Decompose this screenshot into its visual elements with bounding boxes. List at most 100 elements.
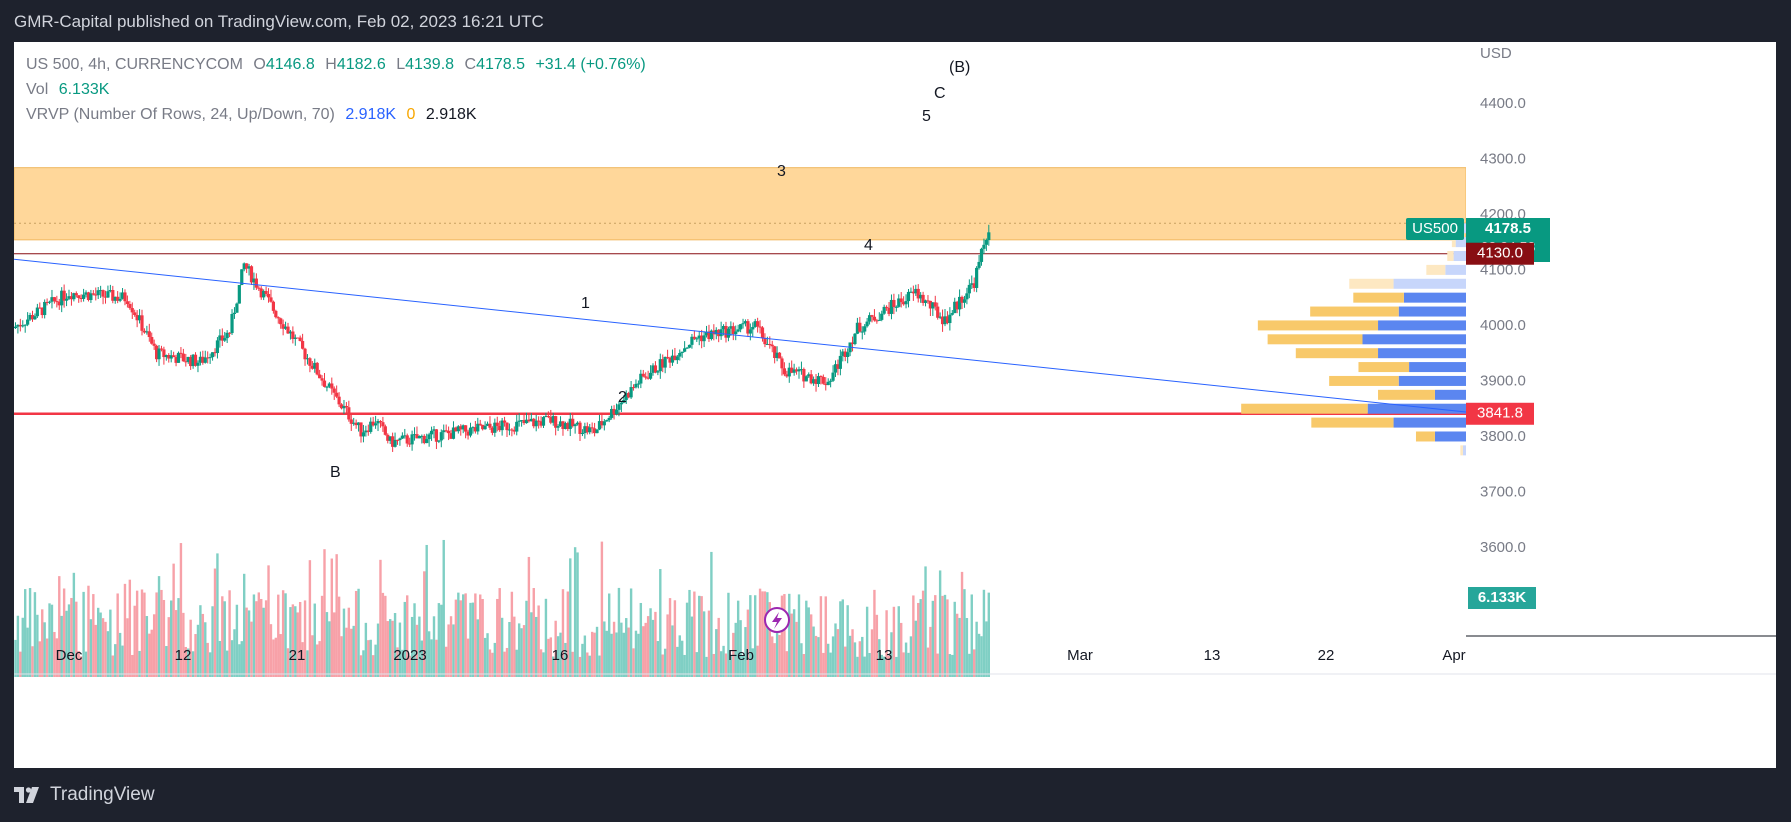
candle-body — [838, 355, 842, 369]
volume-bar — [101, 618, 105, 677]
volume-bar — [228, 590, 231, 677]
candle-body — [850, 342, 855, 345]
price-chart[interactable]: (B)C53412BUSD4400.04300.04200.04100.0400… — [14, 42, 1776, 768]
candle-body — [193, 354, 198, 366]
candle-body — [889, 299, 894, 314]
volume-bar — [257, 592, 260, 677]
candle-body — [118, 298, 122, 301]
legend-volume-row[interactable]: Vol 6.133K — [26, 77, 646, 102]
volume-bar — [500, 617, 504, 677]
volume-bar — [43, 622, 46, 677]
volume-bar — [131, 654, 134, 677]
volume-bar — [36, 614, 39, 677]
volume-bar — [513, 616, 516, 677]
volume-bar — [946, 599, 949, 677]
candle-body — [502, 420, 507, 423]
candle-body — [447, 430, 451, 434]
candle-body — [191, 354, 195, 367]
time-tick-label: Dec — [56, 647, 83, 664]
volume-bar — [612, 621, 616, 677]
volume-profile-up-bar — [1378, 389, 1435, 400]
candle-body — [631, 387, 636, 389]
candle-body — [936, 306, 940, 318]
candle-body — [568, 418, 572, 429]
volume-bar — [252, 594, 256, 677]
candle-body — [846, 352, 850, 358]
legend-vrvp-row[interactable]: VRVP (Number Of Rows, 24, Up/Down, 70) 2… — [26, 102, 646, 127]
candle-body — [627, 393, 631, 398]
candle-body — [130, 308, 134, 313]
volume-bar — [179, 543, 183, 677]
volume-bar — [912, 595, 915, 677]
volume-bar — [870, 629, 874, 677]
candle-body — [748, 329, 752, 334]
volume-profile-up-bar — [1295, 348, 1379, 359]
candle-body — [977, 261, 981, 268]
candle-body — [975, 267, 979, 288]
wave-label-3: 3 — [777, 163, 786, 180]
candle-body — [293, 337, 297, 339]
price-tick: 3700.0 — [1480, 483, 1526, 500]
volume-bar — [123, 583, 127, 677]
volume-profile-down-bar — [1398, 375, 1466, 386]
candle-body — [225, 332, 229, 339]
candle-body — [870, 315, 874, 317]
chart-frame[interactable]: (B) C 5 3 4 1 2 B USD 4400.0 4300.0 4200.0 4100.0 400… — [14, 42, 1776, 768]
volume-bar — [595, 626, 599, 677]
candle-body — [140, 315, 144, 331]
candle-body — [619, 402, 623, 405]
volume-bar — [656, 641, 660, 677]
candle-body — [18, 324, 22, 327]
candle-body — [780, 358, 784, 369]
tradingview-logo[interactable]: TradingView — [14, 784, 155, 806]
volume-bar — [204, 622, 207, 677]
candle-body — [235, 303, 239, 313]
candle-body — [670, 355, 675, 363]
candle-body — [524, 419, 529, 424]
volume-bar — [719, 651, 723, 677]
volume-bar — [637, 633, 640, 677]
volume-bar — [410, 616, 414, 677]
candle-body — [921, 294, 925, 303]
candle-body — [444, 430, 448, 432]
volume-bar — [211, 606, 214, 677]
volume-bar — [298, 601, 302, 677]
candle-body — [359, 422, 363, 437]
candles — [14, 224, 991, 452]
volume-bar — [985, 621, 988, 677]
candle-body — [984, 239, 988, 245]
volume-bar — [685, 602, 689, 677]
time-tick-label: 13 — [1204, 647, 1221, 664]
volume-bar — [245, 607, 248, 677]
volume-bar — [778, 634, 781, 677]
volume-bar — [824, 596, 827, 677]
candle-body — [578, 422, 582, 434]
volume-bar — [308, 560, 312, 677]
volume-bar — [160, 589, 163, 677]
volume-bar — [856, 656, 859, 677]
candle-body — [673, 355, 677, 361]
volume-bar — [525, 600, 528, 677]
volume-bar — [469, 602, 472, 677]
candle-body — [21, 325, 25, 327]
candle-body — [902, 302, 906, 305]
volume-bar — [435, 639, 438, 677]
candle-body — [719, 329, 723, 337]
candle-body — [301, 340, 305, 349]
volume-bar — [335, 554, 338, 677]
volume-bar — [296, 612, 299, 677]
candle-body — [437, 440, 441, 442]
candle-body — [595, 429, 599, 434]
legend-c-label: C — [464, 56, 477, 73]
candle-body — [82, 294, 86, 299]
volume-bar — [45, 638, 49, 677]
volume-bar — [739, 620, 742, 677]
volume-bar — [94, 624, 97, 677]
time-tick-label: 13 — [876, 647, 893, 664]
volume-bar — [600, 541, 604, 677]
volume-bar — [408, 655, 411, 677]
candle-body — [950, 313, 954, 315]
volume-profile-down-bar — [1403, 292, 1466, 303]
legend-ohlc-row[interactable]: US 500, 4h, CURRENCYCOM O4146.8 H4182.6 … — [26, 52, 646, 77]
candle-body — [685, 347, 689, 349]
